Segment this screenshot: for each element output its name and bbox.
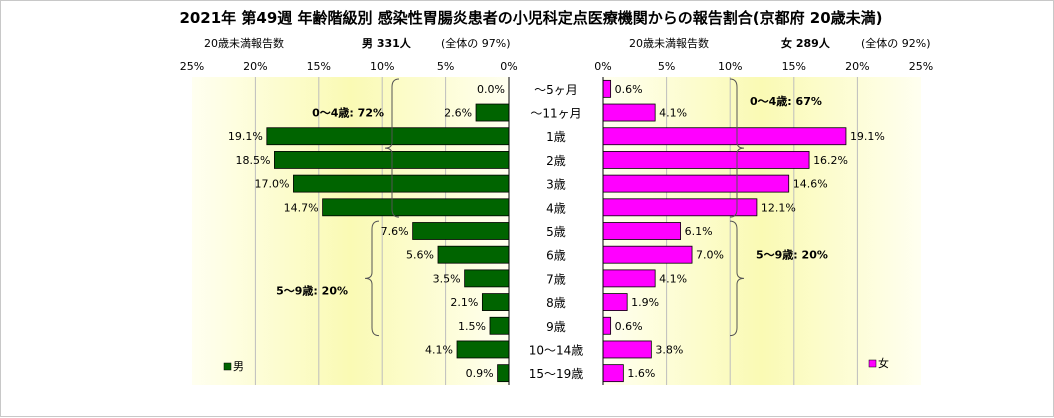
category-label: ～5ヶ月 [534, 83, 578, 97]
bar-female [602, 151, 810, 169]
group-bracket-female [729, 78, 745, 218]
x-tick-label-male: 5% [437, 60, 454, 73]
data-label-male: 4.1% [425, 343, 453, 356]
data-label-female: 12.1% [761, 201, 796, 214]
data-label-female: 19.1% [850, 130, 885, 143]
data-label-male: 14.7% [284, 201, 319, 214]
group-bracket-male [364, 220, 380, 337]
data-label-male: 5.6% [406, 249, 434, 262]
x-tick-label-female: 25% [909, 60, 933, 73]
bar-female [602, 245, 693, 264]
legend-swatch-male [223, 362, 232, 371]
bar-male [481, 293, 510, 311]
category-label: 5歳 [546, 225, 566, 239]
bar-female [602, 316, 612, 335]
x-tick-label-female: 10% [718, 60, 742, 73]
bar-female [602, 364, 624, 383]
bar-male [497, 364, 510, 383]
x-tick-label-female: 5% [658, 60, 675, 73]
data-label-male: 19.1% [228, 130, 263, 143]
bar-male [322, 198, 510, 217]
group-label-female: 5～9歳: 20% [756, 248, 828, 262]
bar-male [464, 269, 510, 288]
legend-label-male: 男 [233, 360, 244, 373]
data-label-female: 7.0% [696, 249, 724, 262]
data-label-male: 2.6% [444, 107, 472, 120]
group-label-male: 5～9歳: 20% [276, 283, 348, 297]
category-label: 7歳 [546, 272, 566, 286]
data-label-male: 7.6% [381, 225, 409, 238]
male-header-label: 20歳未満報告数 [204, 37, 284, 50]
data-label-female: 14.6% [793, 178, 828, 191]
data-label-male: 0.9% [466, 367, 494, 380]
group-label-female: 0～4歳: 67% [750, 94, 822, 108]
data-label-female: 1.6% [627, 367, 655, 380]
bar-female [602, 198, 758, 217]
female-header-count: 女 289人 [781, 36, 831, 50]
data-label-female: 0.6% [615, 320, 643, 333]
bar-male [266, 127, 510, 146]
data-label-female: 1.9% [631, 296, 659, 309]
group-label-male: 0～4歳: 72% [312, 106, 384, 120]
x-tick-label-male: 15% [307, 60, 331, 73]
category-label: ～11ヶ月 [530, 107, 581, 121]
data-label-male: 2.1% [450, 296, 478, 309]
category-label: 3歳 [546, 178, 566, 192]
male-header-share: (全体の 97%) [441, 36, 511, 50]
legend-label-female: 女 [878, 356, 889, 370]
bar-male [489, 316, 510, 335]
category-label: 8歳 [546, 296, 566, 310]
x-tick-label-female: 20% [845, 60, 869, 73]
bar-female [602, 127, 847, 146]
female-header-label: 20歳未満報告数 [629, 37, 709, 50]
female-header-share: (全体の 92%) [861, 36, 931, 50]
data-label-female: 4.1% [659, 272, 687, 285]
legend-swatch-female [868, 359, 877, 368]
data-label-female: 3.8% [655, 343, 683, 356]
category-label: 15～19歳 [529, 367, 584, 381]
bar-female [602, 340, 652, 359]
bar-male [456, 340, 510, 359]
data-label-male: 0.0% [477, 83, 505, 96]
category-label: 1歳 [546, 130, 566, 144]
male-header-count: 男 331人 [362, 36, 412, 50]
x-tick-label-male: 20% [243, 60, 267, 73]
bar-female [602, 293, 628, 311]
category-label: 2歳 [546, 154, 566, 168]
category-label: 9歳 [546, 320, 566, 334]
data-label-male: 1.5% [458, 320, 486, 333]
bar-male [437, 245, 510, 264]
x-tick-label-male: 25% [180, 60, 204, 73]
bar-female [602, 174, 790, 193]
category-label: 6歳 [546, 249, 566, 263]
data-label-male: 18.5% [235, 154, 270, 167]
x-tick-label-male: 10% [370, 60, 394, 73]
data-label-male: 3.5% [433, 272, 461, 285]
bar-female [602, 222, 681, 240]
chart-title: 2021年 第49週 年齢階級別 感染性胃腸炎患者の小児科定点医療機関からの報告… [179, 9, 882, 27]
data-label-female: 0.6% [615, 83, 643, 96]
x-tick-label-female: 0% [594, 60, 611, 73]
data-label-male: 17.0% [254, 178, 289, 191]
bar-female [602, 79, 612, 98]
bar-male [293, 174, 510, 193]
group-bracket-male [384, 78, 400, 218]
bar-male [412, 222, 510, 240]
x-tick-label-female: 15% [782, 60, 806, 73]
bar-female [602, 269, 656, 288]
data-label-female: 4.1% [659, 107, 687, 120]
category-label: 4歳 [546, 201, 566, 215]
category-label: 10～14歳 [529, 343, 584, 357]
group-bracket-female [729, 220, 745, 337]
bar-male [475, 103, 510, 122]
data-label-female: 16.2% [813, 154, 848, 167]
data-label-female: 6.1% [685, 225, 713, 238]
x-tick-label-male: 0% [500, 60, 517, 73]
bar-female [602, 103, 656, 122]
